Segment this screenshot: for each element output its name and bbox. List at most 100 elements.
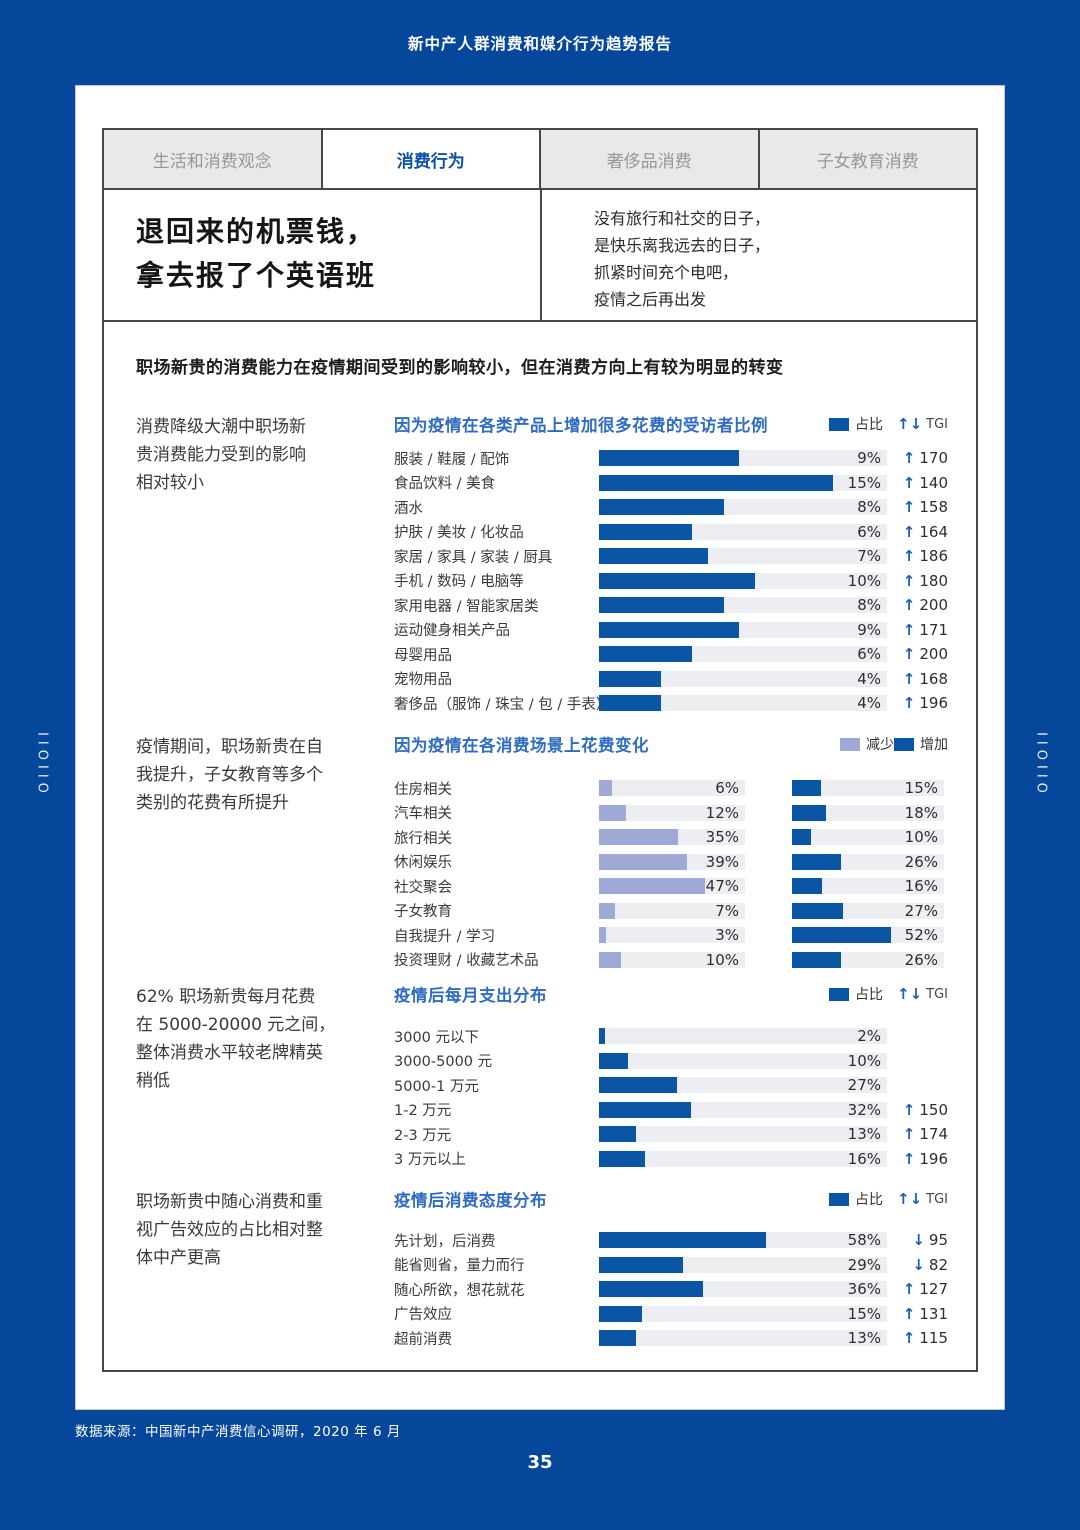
chart-row: 1-2 万元 32% ↑ 150 <box>394 1098 948 1123</box>
chart-legend: 占比 ↑↓ TGI <box>829 1189 948 1209</box>
increase-value-label: 52% <box>904 926 938 945</box>
decrease-value-label: 47% <box>705 877 739 896</box>
legend-share-swatch-icon <box>829 1192 849 1206</box>
chart-row: 奢侈品（服饰 / 珠宝 / 包 / 手表） 4% ↑ 196 <box>394 691 948 716</box>
tgi-value: 170 <box>919 449 948 468</box>
chart-row-label: 广告效应 <box>394 1307 452 1324</box>
arrow-up-icon: ↑ <box>902 694 916 713</box>
bar-track: 4% <box>599 670 887 688</box>
bar <box>599 474 833 491</box>
bar-value-label: 8% <box>857 498 881 517</box>
side-note-line: 相对较小 <box>136 473 204 493</box>
chart-row-label: 能省则省，量力而行 <box>394 1258 525 1275</box>
chart-title: 因为疫情在各类产品上增加很多花费的受访者比例 <box>394 416 768 435</box>
chart-row: 自我提升 / 学习 3% 52% <box>394 923 948 948</box>
decrease-bar-track: 35% <box>599 828 745 846</box>
tgi-value: 168 <box>919 669 948 688</box>
bar-value-label: 9% <box>857 620 881 639</box>
tgi-cell: ↑ 158 <box>887 498 948 516</box>
chart-row-label: 先计划，后消费 <box>394 1233 496 1250</box>
legend-increase-label: 增加 <box>920 737 948 753</box>
tab-生活和消费观念[interactable]: 生活和消费观念 <box>104 130 323 188</box>
tgi-value: 82 <box>928 1255 948 1274</box>
legend-tgi-label: TGI <box>926 1191 948 1207</box>
chart-title-row: 因为疫情在各类产品上增加很多花费的受访者比例 占比 ↑↓ TGI <box>394 413 948 435</box>
increase-bar <box>792 927 891 944</box>
increase-bar-track: 26% <box>792 951 944 969</box>
legend-tgi-label: TGI <box>926 986 948 1002</box>
headline-line2: 拿去报了个英语班 <box>136 259 377 292</box>
legend-increase-swatch-icon <box>894 737 914 751</box>
chart-row: 社交聚会 47% 16% <box>394 874 948 899</box>
increase-bar-track: 52% <box>792 926 944 945</box>
arrow-up-icon: ↑ <box>902 596 916 615</box>
tgi-value: 140 <box>919 473 948 492</box>
legend-share-label: 占比 <box>855 987 883 1003</box>
chart: 因为疫情在各消费场景上花费变化 减少 增加 住房相关 6% 15% 汽车相关 12% 18% 旅行… <box>394 733 948 972</box>
tgi-value: 164 <box>919 522 948 541</box>
tab-子女教育消费[interactable]: 子女教育消费 <box>759 130 976 188</box>
bar <box>599 572 755 589</box>
bar-track: 16% <box>599 1150 887 1168</box>
chart-row-label: 护肤 / 美妆 / 化妆品 <box>394 525 524 542</box>
chart-legend: 占比 ↑↓ TGI <box>829 414 948 434</box>
increase-value-label: 27% <box>904 901 938 920</box>
tgi-cell: ↑ 196 <box>887 1150 948 1168</box>
arrow-up-icon: ↑ <box>902 1125 916 1144</box>
increase-bar <box>792 829 811 846</box>
side-note-line: 贵消费能力受到的影响 <box>136 445 306 465</box>
bar-track: 36% <box>599 1280 887 1298</box>
bar <box>599 1281 703 1298</box>
chart-rows: 3000 元以下 2% 3000-5000 元 10% 5000-1 万元 27% 1-2 … <box>394 1024 948 1171</box>
increase-bar-track: 16% <box>792 877 944 895</box>
chart-row: 休闲娱乐 39% 26% <box>394 850 948 875</box>
decrease-bar-track: 6% <box>599 779 745 798</box>
bar-value-label: 2% <box>857 1027 881 1046</box>
bar <box>599 1305 643 1322</box>
bar-value-label: 6% <box>857 645 881 664</box>
binary-decoration-left: IIOIIO <box>34 732 50 798</box>
chart-title-row: 疫情后消费态度分布 占比 ↑↓ TGI <box>394 1188 948 1210</box>
chart-row: 子女教育 7% 27% <box>394 899 948 924</box>
tgi-cell: ↑ 115 <box>887 1329 948 1347</box>
chart-row-label: 超前消费 <box>394 1331 452 1348</box>
decrease-bar-track: 39% <box>599 853 745 871</box>
bar <box>599 1077 677 1094</box>
tgi-cell: ↑ 131 <box>887 1305 948 1323</box>
bar-track: 58% <box>599 1231 887 1249</box>
quote-line: 抓紧时间充个电吧， <box>594 263 739 282</box>
decrease-value-label: 12% <box>705 803 739 822</box>
tgi-cell: ↑ 200 <box>887 645 948 663</box>
chart-row: 3 万元以上 16% ↑ 196 <box>394 1147 948 1172</box>
bar-value-label: 7% <box>857 547 881 566</box>
side-note-line: 职场新贵中随心消费和重 <box>136 1192 323 1212</box>
bar-track: 2% <box>599 1027 887 1046</box>
chart-row-label: 旅行相关 <box>394 830 452 847</box>
chart-row: 食品饮料 / 美食 15% ↑ 140 <box>394 471 948 496</box>
chart-row: 超前消费 13% ↑ 115 <box>394 1326 948 1351</box>
decrease-value-label: 6% <box>715 779 739 798</box>
chart: 因为疫情在各类产品上增加很多花费的受访者比例 占比 ↑↓ TGI 服装 / 鞋履 / 配… <box>394 413 948 716</box>
chart-legend: 占比 ↑↓ TGI <box>829 984 948 1004</box>
bar <box>599 597 724 614</box>
side-note-line: 消费降级大潮中职场新 <box>136 417 306 437</box>
tab-消费行为[interactable]: 消费行为 <box>322 130 541 188</box>
chart-row: 广告效应 15% ↑ 131 <box>394 1302 948 1327</box>
increase-bar-track: 15% <box>792 779 944 798</box>
tgi-value: 180 <box>919 571 948 590</box>
arrow-up-icon: ↑ <box>902 1329 916 1348</box>
headline-line1: 退回来的机票钱， <box>136 215 377 248</box>
bar-track: 10% <box>599 572 887 590</box>
decrease-bar-track: 7% <box>599 902 745 920</box>
bar-track: 15% <box>599 474 887 492</box>
side-note-line: 视广告效应的占比相对整 <box>136 1220 323 1240</box>
increase-value-label: 15% <box>904 779 938 798</box>
chart-row-label: 家用电器 / 智能家居类 <box>394 598 539 615</box>
tab-奢侈品消费[interactable]: 奢侈品消费 <box>541 130 760 188</box>
chart-row-label: 2-3 万元 <box>394 1127 452 1144</box>
chart-row-label: 子女教育 <box>394 904 452 921</box>
tgi-value: 196 <box>919 694 948 713</box>
tgi-cell: ↑ 196 <box>887 694 948 712</box>
chart-row-label: 住房相关 <box>394 781 452 798</box>
tgi-cell: ↑ 150 <box>887 1101 948 1119</box>
